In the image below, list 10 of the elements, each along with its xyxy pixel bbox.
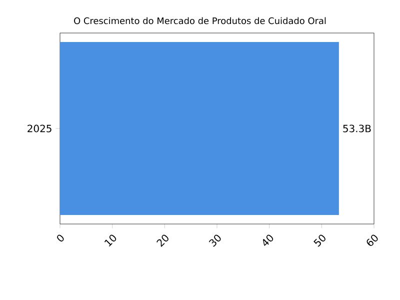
x-tick-label: 30 (208, 234, 221, 247)
x-tick-label: 50 (314, 234, 326, 247)
x-tick-label: 20 (156, 234, 168, 247)
x-tick-label: 10 (104, 234, 116, 247)
x-tick-label: 60 (366, 234, 378, 246)
x-tick-label: 40 (262, 234, 274, 246)
data-label: 53.3B (343, 124, 371, 132)
y-tick-label: 2025 (28, 124, 52, 132)
x-tick-label: 0 (57, 234, 64, 242)
chart-title: O Crescimento do Mercado de Produtos de Cuidado Oral (74, 17, 326, 24)
